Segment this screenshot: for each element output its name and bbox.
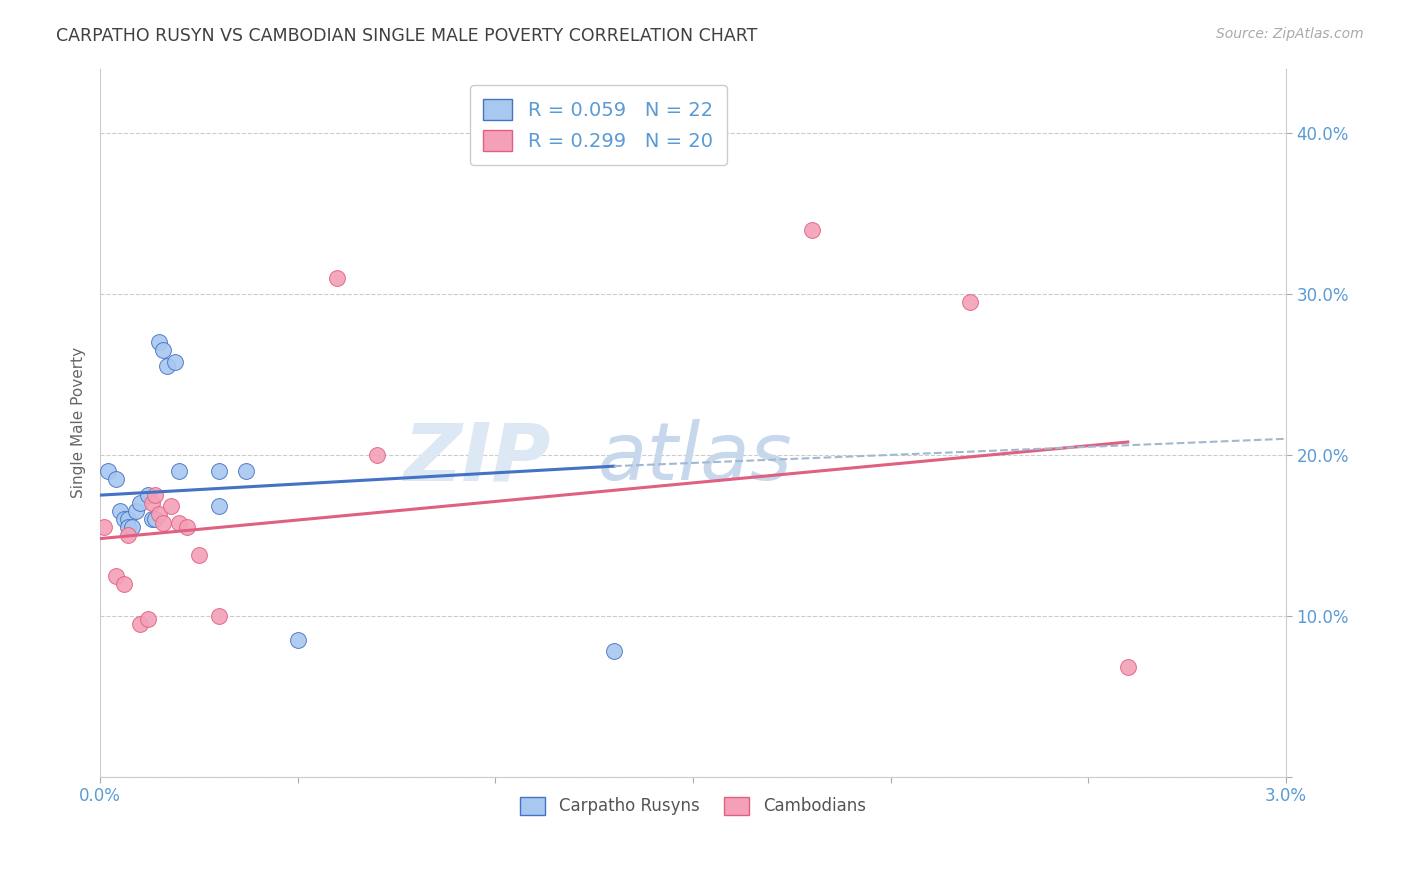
Point xyxy=(366,448,388,462)
Point xyxy=(603,644,626,658)
Point xyxy=(128,616,150,631)
Point xyxy=(148,335,170,350)
Point xyxy=(117,528,139,542)
Point xyxy=(167,516,190,530)
Point xyxy=(176,520,198,534)
Text: Source: ZipAtlas.com: Source: ZipAtlas.com xyxy=(1216,27,1364,41)
Point xyxy=(187,548,209,562)
Point xyxy=(145,512,167,526)
Point xyxy=(112,512,135,526)
Point xyxy=(108,504,131,518)
Point xyxy=(136,488,159,502)
Point xyxy=(141,512,163,526)
Point xyxy=(208,500,231,514)
Text: ZIP: ZIP xyxy=(404,419,551,497)
Point xyxy=(141,496,163,510)
Point xyxy=(165,354,187,368)
Point xyxy=(145,488,167,502)
Point xyxy=(152,516,174,530)
Point xyxy=(208,608,231,623)
Point xyxy=(800,222,823,236)
Legend: Carpatho Rusyns, Cambodians: Carpatho Rusyns, Cambodians xyxy=(510,787,876,825)
Point xyxy=(160,500,183,514)
Text: CARPATHO RUSYN VS CAMBODIAN SINGLE MALE POVERTY CORRELATION CHART: CARPATHO RUSYN VS CAMBODIAN SINGLE MALE … xyxy=(56,27,758,45)
Point xyxy=(125,504,148,518)
Point xyxy=(104,568,127,582)
Y-axis label: Single Male Poverty: Single Male Poverty xyxy=(72,347,86,499)
Point xyxy=(156,359,179,374)
Point xyxy=(208,464,231,478)
Point xyxy=(148,508,170,522)
Point xyxy=(112,576,135,591)
Text: atlas: atlas xyxy=(598,419,793,497)
Point xyxy=(117,520,139,534)
Point xyxy=(128,496,150,510)
Point xyxy=(235,464,257,478)
Point xyxy=(121,520,143,534)
Point xyxy=(167,464,190,478)
Point xyxy=(97,464,120,478)
Point xyxy=(93,520,115,534)
Point xyxy=(1116,660,1139,674)
Point xyxy=(136,612,159,626)
Point xyxy=(959,295,981,310)
Point xyxy=(287,633,309,648)
Point xyxy=(117,512,139,526)
Point xyxy=(152,343,174,358)
Point xyxy=(326,270,349,285)
Point xyxy=(104,472,127,486)
